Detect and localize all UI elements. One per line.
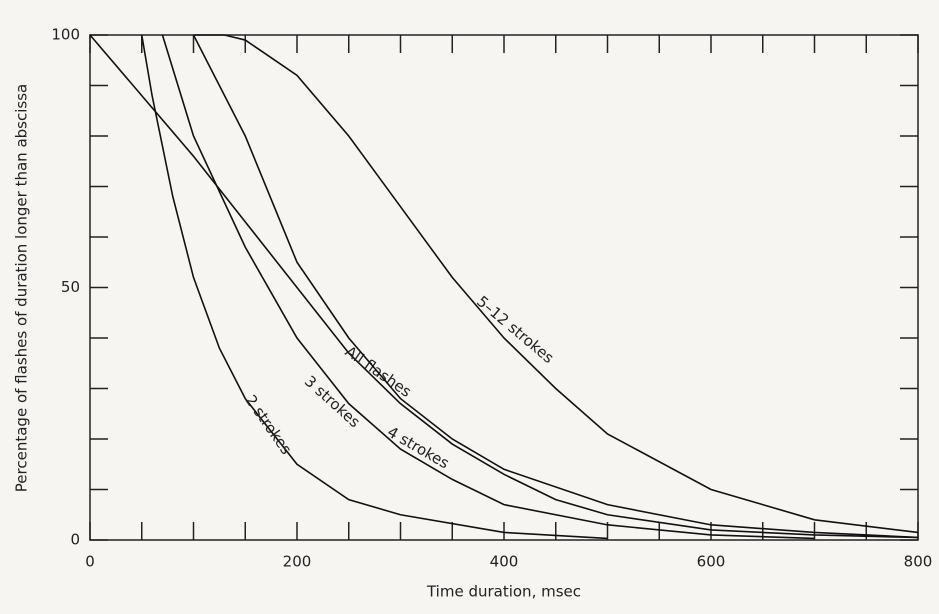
y-tick-label: 0 (70, 531, 80, 549)
x-tick-label: 200 (283, 553, 312, 571)
curve (161, 34, 815, 540)
curve (140, 34, 608, 540)
y-tick-label: 50 (61, 278, 80, 296)
curve (193, 34, 919, 534)
curve (192, 34, 919, 539)
x-tick-label: 800 (904, 553, 933, 571)
x-tick-label: 400 (490, 553, 519, 571)
x-tick-label: 600 (697, 553, 726, 571)
y-axis-label: Percentage of flashes of duration longer… (13, 84, 31, 492)
x-axis-label: Time duration, msec (426, 583, 581, 601)
y-tick-label: 100 (51, 26, 80, 44)
x-tick-label: 0 (85, 553, 95, 571)
curve (89, 34, 919, 539)
